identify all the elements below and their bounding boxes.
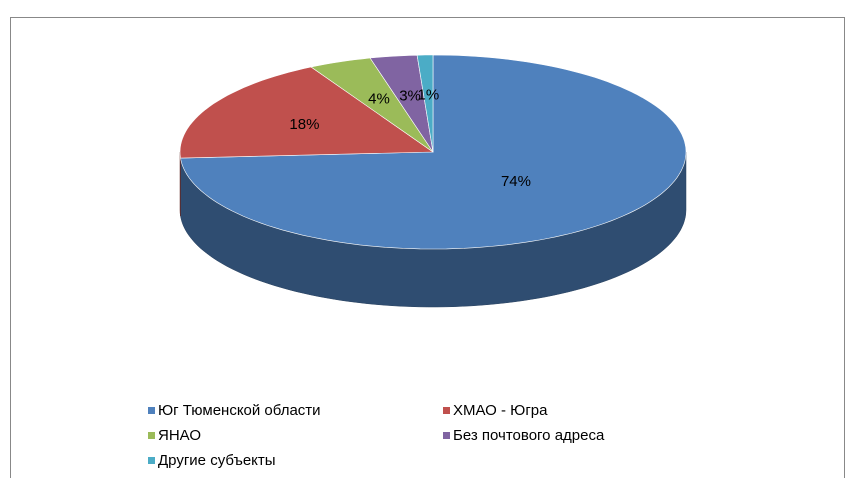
slice-side <box>179 151 181 217</box>
slice <box>416 54 434 153</box>
legend-marker <box>148 432 155 439</box>
legend-label: ЯНАО <box>158 427 201 444</box>
legend-label: Другие субъекты <box>158 452 276 469</box>
slice <box>310 57 434 153</box>
data-label: 74% <box>501 173 531 190</box>
legend-label: Юг Тюменской области <box>158 402 321 419</box>
legend-label: Без почтового адреса <box>453 427 605 444</box>
legend-marker <box>148 407 155 414</box>
legend-marker <box>443 432 450 439</box>
data-label: 1% <box>418 87 440 104</box>
data-label: 3% <box>399 87 421 104</box>
legend-marker <box>443 407 450 414</box>
legend-label: ХМАО - Югра <box>453 402 548 419</box>
slice <box>369 54 434 153</box>
slice <box>179 66 434 159</box>
data-label: 4% <box>368 91 390 108</box>
data-label: 18% <box>289 116 319 133</box>
legend-marker <box>148 457 155 464</box>
